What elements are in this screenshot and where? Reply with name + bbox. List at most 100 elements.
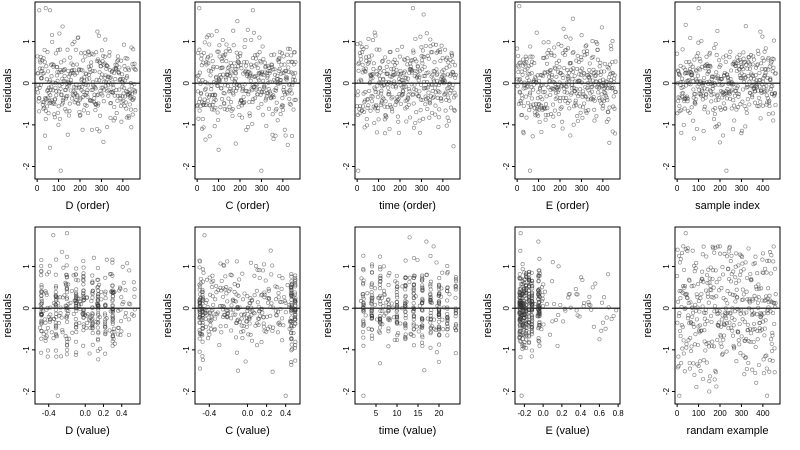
data-point — [526, 288, 531, 293]
data-point — [759, 61, 764, 66]
data-point — [443, 108, 448, 113]
data-point — [702, 310, 707, 315]
data-point — [712, 46, 717, 51]
data-point — [432, 326, 437, 331]
x-tick-label: 400 — [436, 184, 450, 193]
x-tick-label: 0 — [355, 184, 360, 193]
data-point — [101, 139, 106, 144]
data-point — [517, 78, 522, 83]
data-point — [772, 91, 778, 96]
data-point — [221, 262, 226, 267]
data-point — [235, 317, 241, 322]
data-point — [452, 108, 457, 113]
data-point — [361, 302, 366, 308]
data-point — [522, 333, 527, 338]
data-point — [714, 384, 719, 389]
data-point — [207, 134, 212, 139]
y-tick-label: 0 — [342, 80, 351, 85]
data-point — [704, 341, 709, 346]
x-tick-label: 0.4 — [280, 409, 292, 418]
data-point — [378, 302, 383, 307]
data-point — [431, 42, 436, 47]
data-point — [231, 43, 236, 48]
data-point — [273, 88, 279, 93]
data-point — [704, 54, 709, 59]
data-point — [81, 288, 86, 293]
data-point — [752, 261, 758, 266]
data-point — [573, 100, 578, 105]
data-point — [675, 320, 680, 325]
data-point — [129, 125, 134, 130]
data-point — [279, 300, 284, 305]
data-point — [773, 292, 778, 297]
data-point — [546, 74, 552, 79]
data-point — [226, 46, 231, 51]
data-point — [534, 30, 539, 35]
data-point — [676, 299, 681, 304]
data-point — [710, 86, 715, 91]
data-point — [587, 294, 592, 299]
data-point — [197, 349, 202, 354]
data-point — [263, 64, 268, 69]
data-point — [290, 83, 295, 88]
data-point — [219, 56, 224, 62]
data-point — [602, 90, 607, 95]
data-point — [110, 317, 115, 322]
data-point — [520, 266, 525, 272]
data-point — [121, 81, 126, 86]
data-point — [695, 305, 700, 310]
data-point — [292, 316, 298, 321]
data-point — [403, 335, 408, 340]
data-point — [711, 246, 716, 251]
data-point — [421, 73, 426, 79]
data-point — [688, 335, 693, 341]
data-point — [420, 273, 425, 278]
data-point — [403, 337, 408, 342]
plot-frame — [34, 1, 141, 180]
data-point — [523, 54, 528, 59]
data-point — [71, 273, 76, 278]
data-point — [567, 98, 572, 103]
data-point — [128, 302, 133, 307]
x-tick-label: -0.2 — [517, 409, 531, 418]
data-point — [277, 320, 282, 325]
data-point — [378, 65, 383, 70]
data-point — [53, 307, 58, 312]
data-point — [728, 310, 733, 315]
data-point — [103, 296, 108, 301]
data-point — [763, 71, 768, 76]
data-point — [544, 302, 549, 307]
data-point — [47, 8, 53, 13]
data-point — [39, 257, 44, 263]
data-point — [51, 233, 56, 238]
data-point — [756, 95, 761, 100]
data-point — [105, 125, 110, 130]
data-point — [197, 258, 202, 263]
data-point — [764, 66, 769, 72]
data-point — [731, 103, 737, 108]
data-point — [122, 85, 127, 91]
data-point — [518, 231, 523, 236]
data-point — [382, 292, 387, 297]
data-point — [437, 301, 442, 306]
data-point — [222, 287, 228, 292]
data-point — [244, 60, 249, 65]
data-point — [406, 102, 411, 107]
data-point — [96, 357, 101, 362]
data-point — [64, 254, 70, 259]
data-point — [201, 306, 206, 311]
data-point — [54, 354, 59, 359]
data-point — [601, 103, 606, 108]
data-point — [293, 358, 298, 363]
data-point — [439, 294, 444, 299]
data-point — [704, 92, 709, 97]
data-point — [76, 101, 81, 107]
data-point — [403, 84, 408, 89]
data-point — [723, 306, 728, 311]
data-point — [110, 321, 115, 326]
x-tick-label: 200 — [713, 409, 727, 418]
data-point — [228, 60, 233, 65]
data-point — [240, 297, 246, 302]
data-point — [551, 124, 556, 129]
